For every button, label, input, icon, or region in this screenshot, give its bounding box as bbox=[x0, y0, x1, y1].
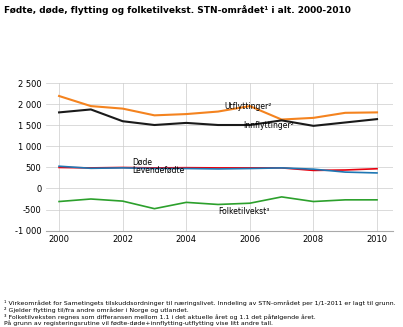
Text: Fødte, døde, flytting og folketilvekst. STN-området¹ i alt. 2000-2010: Fødte, døde, flytting og folketilvekst. … bbox=[4, 5, 351, 15]
Text: Døde: Døde bbox=[132, 158, 152, 167]
Text: Levendefødte: Levendefødte bbox=[132, 165, 185, 175]
Text: Innflyttinger²: Innflyttinger² bbox=[243, 121, 294, 130]
Text: Utflyttinger²: Utflyttinger² bbox=[224, 102, 272, 111]
Text: ¹ Virkeområdet for Sametingets tilskuddsordninger til næringslivet. Inndeling av: ¹ Virkeområdet for Sametingets tilskudds… bbox=[4, 300, 396, 326]
Text: Folketilvekst³: Folketilvekst³ bbox=[218, 207, 270, 216]
